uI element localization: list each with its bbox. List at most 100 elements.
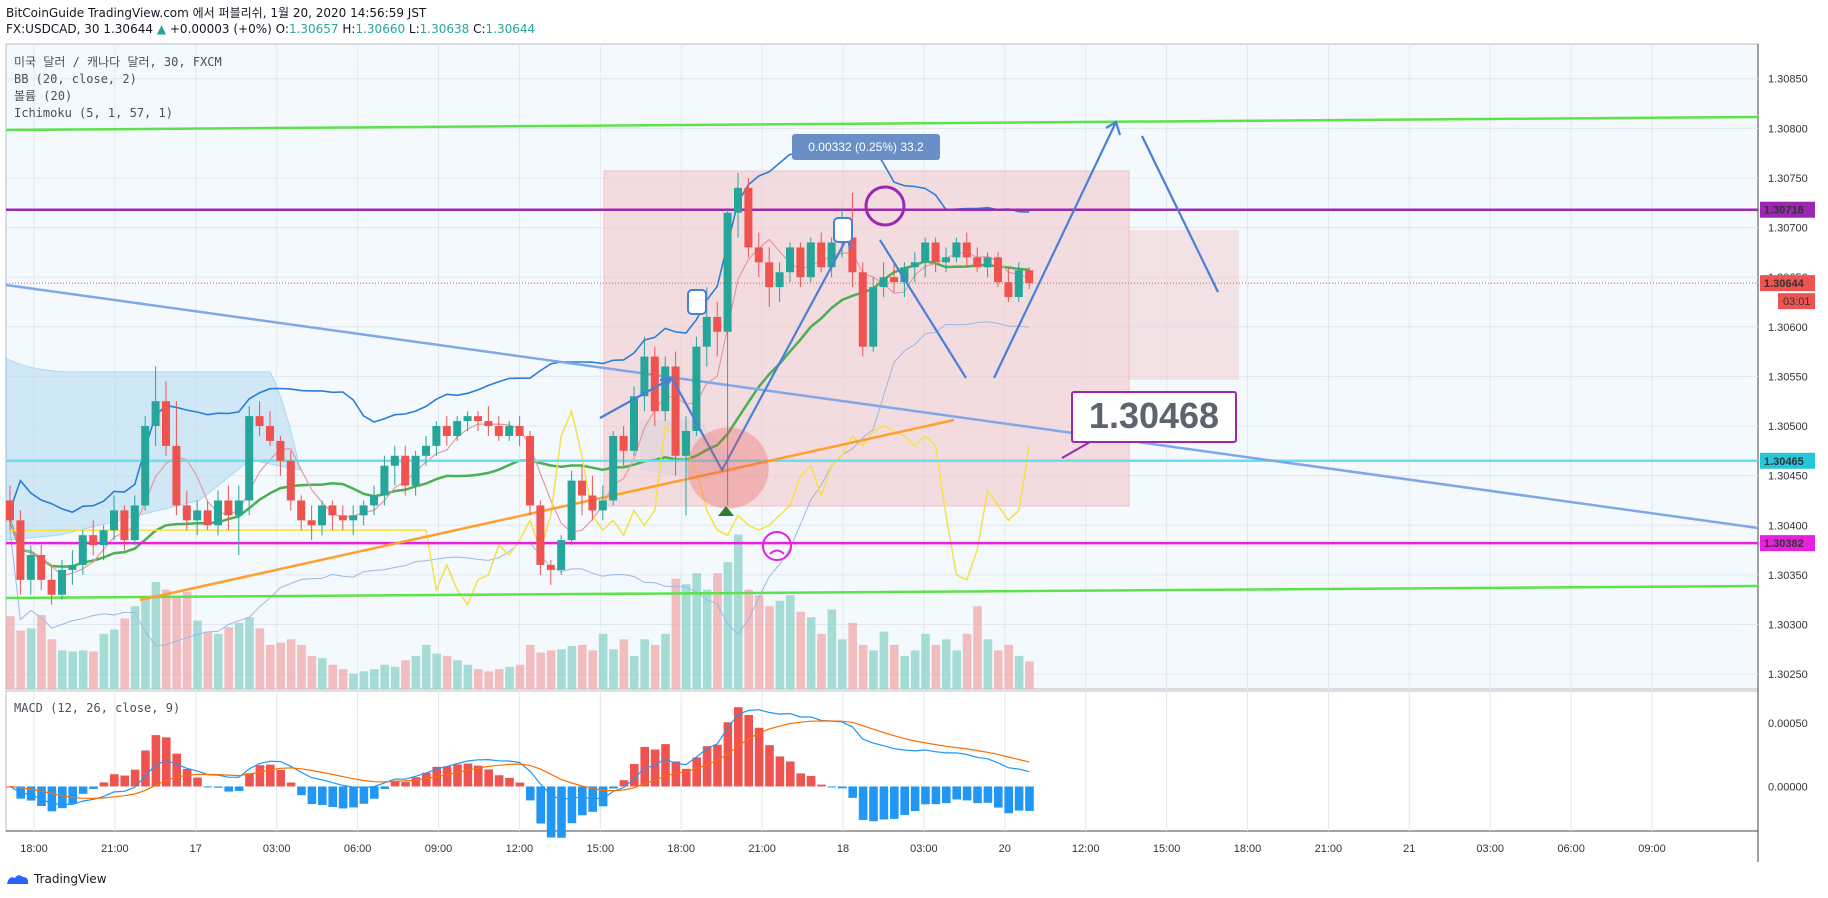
macd-histogram-bar — [141, 750, 150, 787]
volume-bar — [671, 578, 681, 689]
price-tag-label: 1.30465 — [1764, 456, 1804, 468]
volume-bar — [682, 584, 691, 689]
measure-label: 0.00332 (0.25%) 33.2 — [808, 140, 924, 154]
price-tick: 1.30300 — [1768, 620, 1808, 632]
countdown-label: 03:01 — [1783, 296, 1811, 308]
tradingview-logo-icon — [7, 875, 29, 884]
volume-bar — [349, 673, 358, 689]
macd-histogram-bar — [151, 735, 161, 787]
candle-body — [370, 495, 378, 506]
volume-bar — [578, 644, 587, 689]
candle-body — [234, 500, 243, 516]
price-tag-label: 1.30718 — [1764, 205, 1804, 217]
descending-trendline — [5, 283, 1759, 530]
candle-body — [640, 356, 649, 397]
price-tick: 1.30700 — [1768, 223, 1808, 235]
macd-histogram-bar — [817, 784, 826, 787]
macd-histogram-bar — [546, 786, 556, 838]
macd-histogram-bar — [130, 769, 140, 787]
candle-body — [765, 262, 774, 288]
volume-bar — [245, 617, 254, 689]
volume-bar — [401, 660, 410, 689]
close-value: 1.30644 — [485, 22, 536, 36]
legend-volume[interactable]: 볼륨 (20) — [14, 89, 72, 103]
macd-histogram-bar — [598, 786, 608, 807]
candle-body — [588, 495, 597, 511]
price-tick: 1.30850 — [1768, 74, 1808, 86]
macd-histogram-bar — [370, 786, 379, 799]
candle-body — [328, 505, 337, 516]
macd-histogram-bar — [890, 786, 899, 819]
signal-line — [9, 720, 1030, 800]
candle-body — [983, 257, 992, 268]
macd-histogram-bar — [962, 786, 972, 801]
candle-body — [494, 426, 503, 436]
candle-body — [505, 426, 514, 436]
candle-body — [16, 520, 25, 580]
macd-histogram-bar — [619, 780, 629, 787]
volume-bar — [474, 669, 483, 689]
candle-body — [390, 455, 399, 466]
candlesticks — [6, 173, 1034, 605]
volume-bar — [744, 589, 753, 689]
volume-bar — [203, 631, 213, 689]
volume-bar — [900, 655, 909, 689]
arrow-head — [1105, 120, 1122, 136]
candle-body — [557, 540, 566, 570]
volume-bar — [640, 639, 649, 689]
candle-body — [401, 455, 410, 486]
legend-symbol[interactable]: 미국 달러 / 캐나다 달러, 30, FXCM — [14, 55, 222, 69]
volume-bar — [702, 589, 712, 689]
candle-body — [89, 535, 98, 546]
macd-histogram-bar — [99, 782, 109, 787]
macd-histogram-bar — [266, 764, 275, 787]
volume-bar — [26, 628, 36, 689]
candle-body — [817, 242, 826, 268]
legend-bb[interactable]: BB (20, close, 2) — [14, 72, 137, 86]
macd-histogram-bar — [526, 786, 535, 801]
macd-histogram-bar — [318, 786, 327, 806]
candle-body — [526, 435, 534, 506]
legend-ichimoku[interactable]: Ichimoku (5, 1, 57, 1) — [14, 106, 173, 120]
volume-bar — [796, 611, 805, 689]
volume-bar — [775, 600, 785, 689]
volume-bar — [1025, 661, 1034, 689]
macd-histogram-bar — [182, 768, 192, 787]
volume-bar — [162, 589, 171, 689]
macd-histogram-bar — [484, 769, 493, 787]
candle-body — [255, 416, 264, 427]
price-tick: 1.30450 — [1768, 471, 1808, 483]
candle-body — [994, 257, 1002, 283]
candle-body — [692, 346, 701, 431]
price-axis[interactable]: 1.308501.308001.307501.307001.306501.306… — [1760, 74, 1815, 794]
time-tick: 09:00 — [425, 843, 453, 855]
candle-body — [952, 242, 961, 258]
time-tick: 06:00 — [344, 843, 372, 855]
macd-histogram-bar — [463, 763, 473, 787]
price-tick: 1.30500 — [1768, 421, 1808, 433]
footer-brand[interactable]: TradingView — [6, 872, 107, 886]
candle-body — [734, 187, 742, 213]
candle-body — [453, 421, 462, 436]
volume-bar — [765, 606, 774, 689]
volume-bar — [661, 633, 670, 689]
candle-body — [162, 401, 170, 446]
volume-bar — [567, 645, 577, 689]
volume-bar — [411, 655, 421, 689]
macd-histogram-bar — [453, 764, 462, 787]
time-axis[interactable]: 18:00 21:00 17 03:00 06:00 09:00 12:00 15:00 18:… — [20, 843, 1666, 855]
sad-face-mouth — [769, 549, 785, 555]
candle-body — [338, 515, 347, 521]
volume-bar — [515, 664, 525, 689]
price-callout-box[interactable] — [1071, 391, 1237, 443]
volume-bar — [37, 615, 46, 689]
pointing-hand-icon — [833, 217, 853, 243]
volume-bar — [318, 658, 327, 689]
macd-histogram-bar — [702, 746, 712, 787]
legend-macd[interactable]: MACD (12, 26, close, 9) — [14, 701, 180, 715]
price-callout-text: 1.30468 — [1089, 395, 1219, 436]
volume-bar — [931, 644, 941, 689]
volume-bar — [193, 620, 202, 689]
user-drawings — [599, 120, 1219, 561]
